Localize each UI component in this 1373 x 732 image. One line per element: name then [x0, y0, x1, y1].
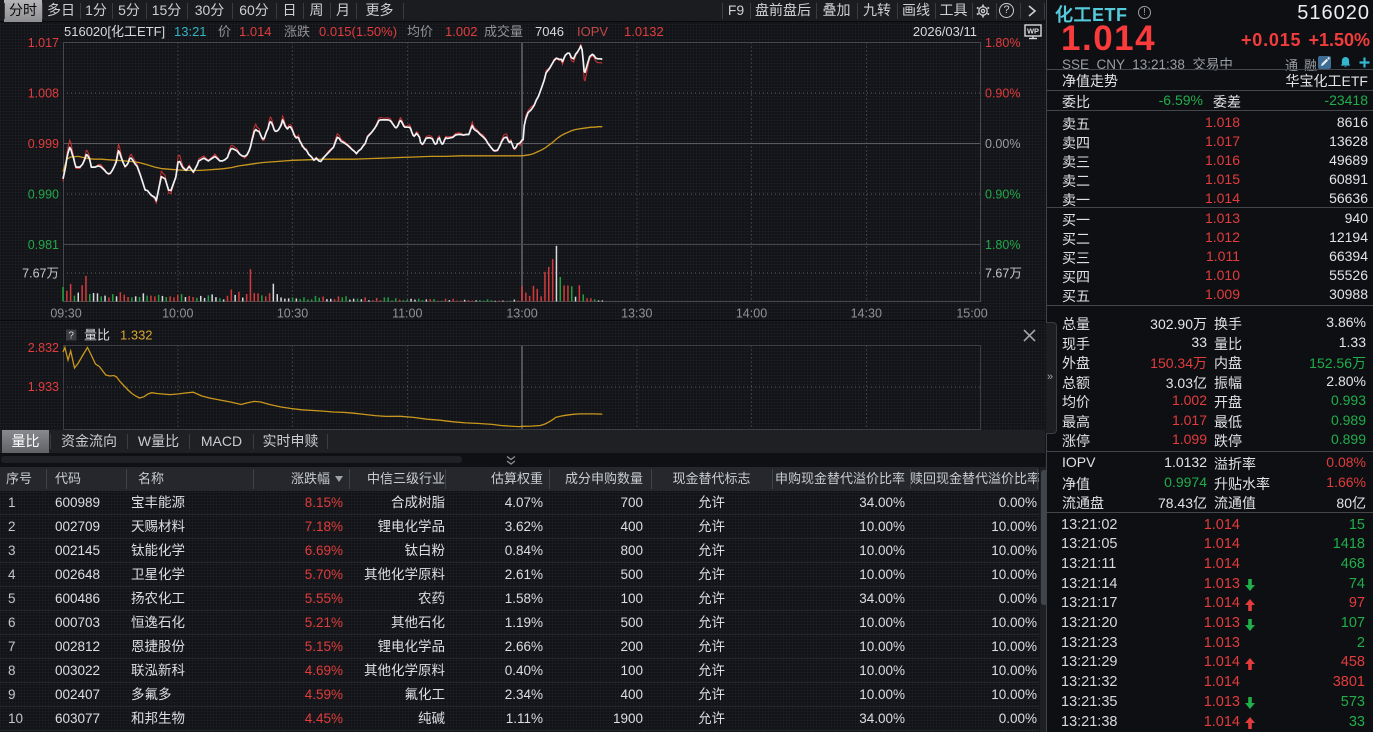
- svg-text:0.981: 0.981: [28, 238, 59, 252]
- svg-text:0.90%: 0.90%: [985, 86, 1020, 100]
- svg-text:量比: 量比: [84, 328, 110, 343]
- svg-text:09:30: 09:30: [50, 307, 81, 321]
- svg-text:14:30: 14:30: [851, 307, 882, 321]
- svg-text:11:00: 11:00: [392, 307, 422, 321]
- svg-text:1.017: 1.017: [28, 36, 59, 50]
- svg-text:13:00: 13:00: [506, 307, 537, 321]
- svg-text:0.999: 0.999: [28, 137, 59, 151]
- svg-text:0.990: 0.990: [28, 187, 59, 201]
- svg-text:13:30: 13:30: [621, 307, 652, 321]
- svg-text:1.933: 1.933: [28, 380, 59, 394]
- svg-text:1.80%: 1.80%: [985, 36, 1020, 50]
- svg-text:7.67万: 7.67万: [985, 266, 1022, 280]
- svg-text:1.80%: 1.80%: [985, 238, 1020, 252]
- svg-text:10:00: 10:00: [162, 307, 193, 321]
- svg-text:10:30: 10:30: [277, 307, 308, 321]
- svg-text:1.008: 1.008: [28, 86, 59, 100]
- svg-text:2.832: 2.832: [28, 341, 59, 355]
- svg-text:15:00: 15:00: [956, 307, 987, 321]
- svg-text:0.00%: 0.00%: [985, 137, 1020, 151]
- svg-text:WP: WP: [1027, 27, 1039, 36]
- svg-text:7.67万: 7.67万: [22, 266, 59, 280]
- svg-text:1.332: 1.332: [120, 328, 153, 343]
- svg-text:0.90%: 0.90%: [985, 187, 1020, 201]
- svg-text:?: ?: [68, 331, 74, 342]
- svg-text:14:00: 14:00: [736, 307, 767, 321]
